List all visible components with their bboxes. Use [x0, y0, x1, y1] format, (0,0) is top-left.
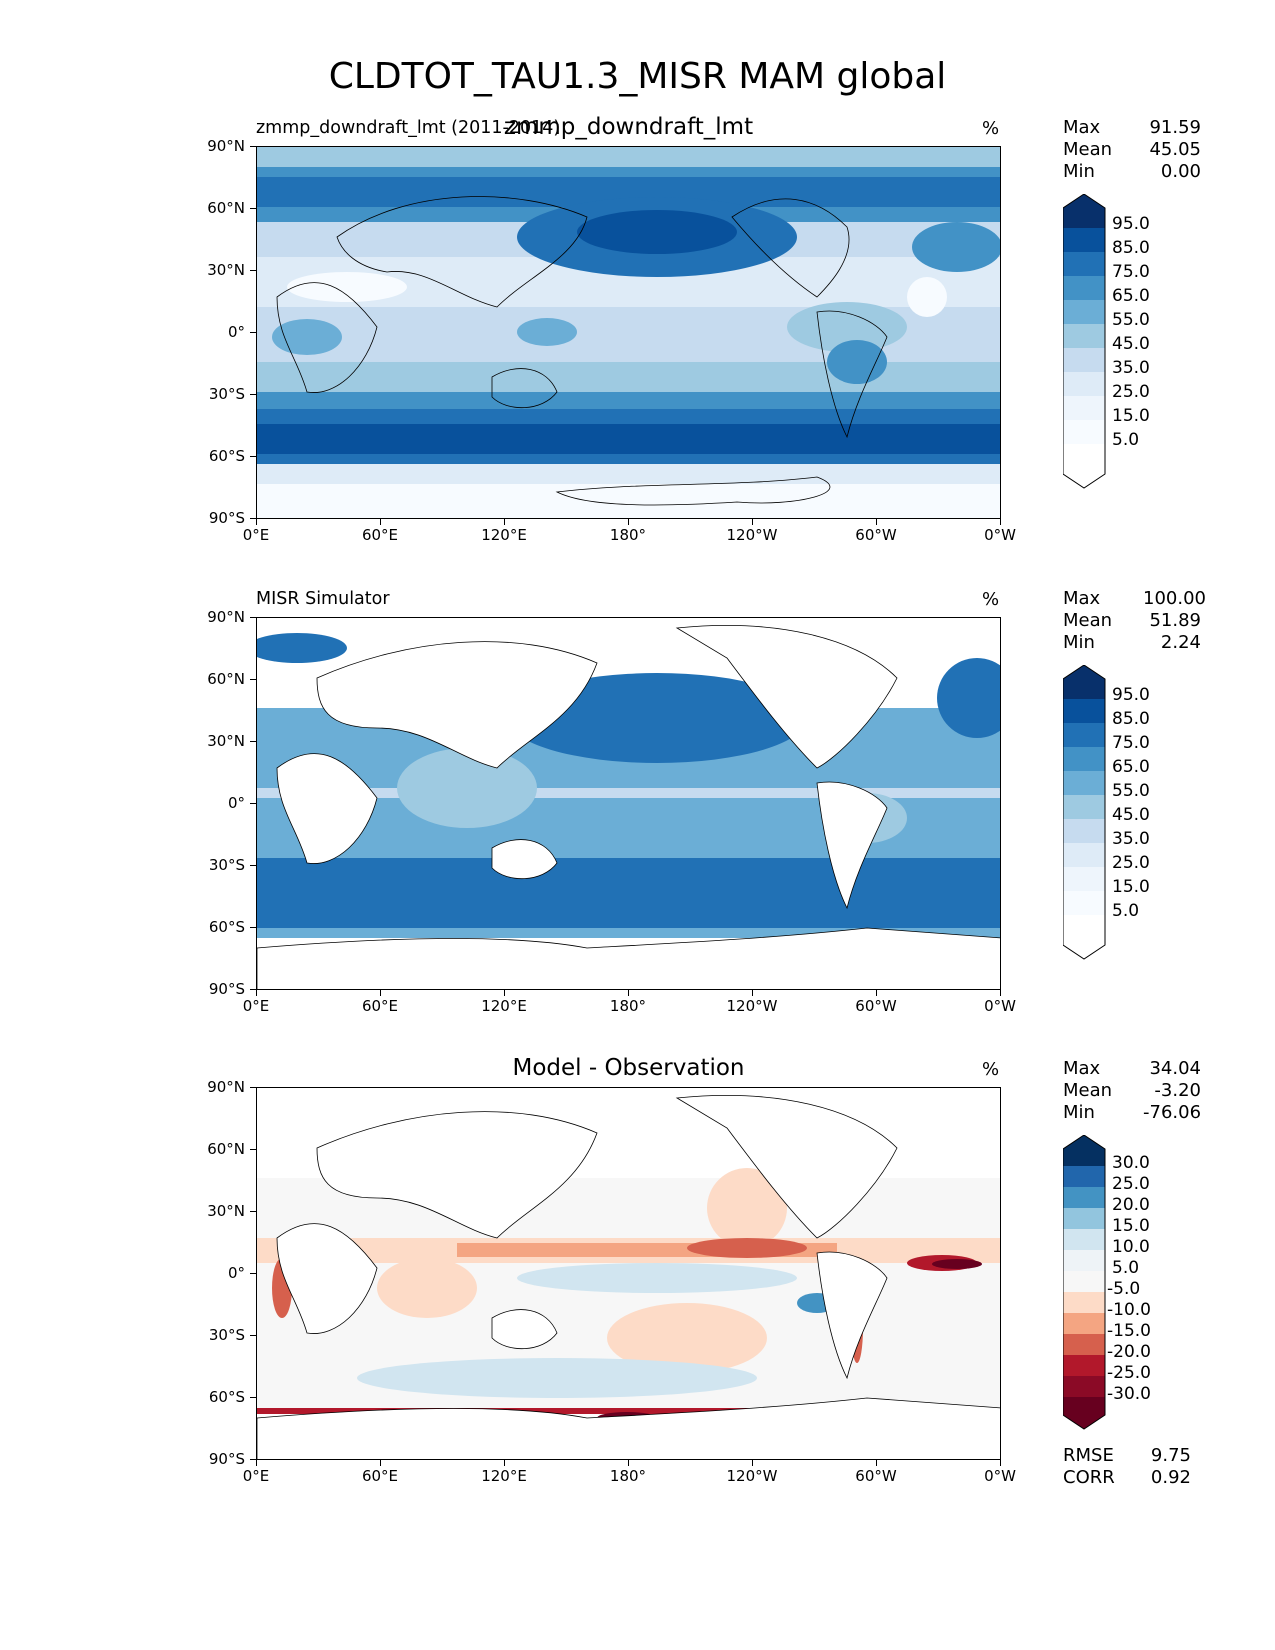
lat-label: 0°	[227, 323, 245, 341]
lat-label: 0°	[227, 794, 245, 812]
colorbar-label: -15.0	[1107, 1321, 1151, 1341]
colorbar-label: 15.0	[1112, 877, 1150, 897]
map-obs	[256, 617, 1001, 990]
lon-label: 60°E	[361, 997, 399, 1015]
colorbar-label: 55.0	[1112, 781, 1150, 801]
lon-label: 180°	[609, 526, 647, 544]
lat-label: 30°N	[207, 732, 245, 750]
lat-label: 90°N	[207, 137, 245, 155]
lat-label: 60°N	[207, 1140, 245, 1158]
lon-label: 0°W	[984, 997, 1016, 1015]
colorbar-label: 45.0	[1112, 334, 1150, 354]
panel-model: zmmp_downdraft_lmt (2011-2014) zmmp_down…	[0, 114, 1275, 606]
obs-field	[257, 618, 1000, 989]
lat-label: 30°N	[207, 261, 245, 279]
lat-label: 90°S	[208, 980, 245, 998]
lat-label: 30°N	[207, 1202, 245, 1220]
panel-obs: MISR Simulator % 90°N 60°N 30°N 0° 30	[0, 588, 1275, 1077]
panel-diff: Model - Observation %	[0, 1055, 1275, 1547]
lat-label: 90°N	[207, 1078, 245, 1096]
colorbar-label: -5.0	[1107, 1279, 1141, 1299]
colorbar-label: 45.0	[1112, 805, 1150, 825]
units-label: %	[982, 589, 1000, 610]
colorbar-label: 30.0	[1112, 1153, 1150, 1173]
colorbar-label: -25.0	[1107, 1363, 1151, 1383]
lat-label: 90°S	[208, 1450, 245, 1468]
lon-label: 180°	[609, 1467, 647, 1485]
colorbar-label: -10.0	[1107, 1300, 1151, 1320]
colorbar-label: 10.0	[1112, 1237, 1150, 1257]
panel-center-title: zmmp_downdraft_lmt	[503, 114, 754, 140]
lat-label: 30°S	[208, 1326, 245, 1344]
lon-label: 0°E	[242, 1467, 270, 1485]
lon-label: 0°E	[242, 997, 270, 1015]
lat-label: 90°S	[208, 509, 245, 527]
lon-label: 120°E	[481, 997, 527, 1015]
colorbar-label: 95.0	[1112, 214, 1150, 234]
lat-label: 30°S	[208, 385, 245, 403]
lon-label: 60°E	[361, 1467, 399, 1485]
lat-label: 60°S	[208, 1388, 245, 1406]
colorbar-label: 35.0	[1112, 829, 1150, 849]
lon-label: 120°W	[726, 1467, 778, 1485]
lon-label: 0°E	[242, 526, 270, 544]
lat-label: 60°S	[208, 918, 245, 936]
colorbar	[1063, 194, 1106, 489]
lon-label: 0°W	[984, 1467, 1016, 1485]
panel-left-title: zmmp_downdraft_lmt (2011-2014)	[256, 118, 561, 138]
colorbar-label: 75.0	[1112, 733, 1150, 753]
lon-label: 0°W	[984, 526, 1016, 544]
colorbar-label: 75.0	[1112, 262, 1150, 282]
lat-label: 90°N	[207, 608, 245, 626]
stats-block: Max 100.00 Mean 51.89 Min 2.24	[1063, 588, 1206, 653]
map-model	[256, 146, 1001, 519]
lon-label: 120°W	[726, 997, 778, 1015]
colorbar-label: 65.0	[1112, 757, 1150, 777]
colorbar-label: -30.0	[1107, 1384, 1151, 1404]
map-diff	[256, 1087, 1001, 1460]
model-field	[257, 147, 1000, 518]
lat-label: 60°N	[207, 199, 245, 217]
colorbar-label: 25.0	[1112, 853, 1150, 873]
colorbar-label: 95.0	[1112, 685, 1150, 705]
colorbar-label: 5.0	[1112, 430, 1140, 450]
colorbar-label: 20.0	[1112, 1195, 1150, 1215]
stats-block: Max 91.59 Mean 45.05 Min 0.00	[1063, 117, 1201, 182]
colorbar-label: 55.0	[1112, 310, 1150, 330]
lon-label: 60°W	[855, 997, 897, 1015]
units-label: %	[982, 118, 1000, 139]
metrics-block: RMSE 9.75 CORR 0.92	[1063, 1445, 1191, 1488]
lon-label: 180°	[609, 997, 647, 1015]
colorbar-label: 85.0	[1112, 238, 1150, 258]
colorbar-label: 15.0	[1112, 406, 1150, 426]
lat-label: 60°N	[207, 670, 245, 688]
lon-label: 60°E	[361, 526, 399, 544]
colorbar-label: 5.0	[1112, 901, 1140, 921]
colorbar-label: -20.0	[1107, 1342, 1151, 1362]
colorbar	[1063, 1135, 1106, 1430]
colorbar-label: 65.0	[1112, 286, 1150, 306]
lon-label: 120°W	[726, 526, 778, 544]
colorbar-label: 5.0	[1112, 1258, 1140, 1278]
colorbar	[1063, 665, 1106, 960]
colorbar-label: 85.0	[1112, 709, 1150, 729]
lon-label: 120°E	[481, 1467, 527, 1485]
colorbar-label: 25.0	[1112, 382, 1150, 402]
colorbar-label: 15.0	[1112, 1216, 1150, 1236]
lat-label: 30°S	[208, 856, 245, 874]
lon-label: 120°E	[481, 526, 527, 544]
stats-block: Max 34.04 Mean -3.20 Min -76.06	[1063, 1058, 1202, 1123]
figure-title: CLDTOT_TAU1.3_MISR MAM global	[328, 56, 947, 97]
colorbar-label: 25.0	[1112, 1174, 1150, 1194]
lat-label: 0°	[227, 1264, 245, 1282]
panel-center-title: Model - Observation	[512, 1055, 745, 1081]
lon-label: 60°W	[855, 526, 897, 544]
units-label: %	[982, 1059, 1000, 1080]
diff-field	[257, 1088, 1000, 1459]
colorbar-label: 35.0	[1112, 358, 1150, 378]
panel-left-title: MISR Simulator	[256, 589, 390, 609]
lon-label: 60°W	[855, 1467, 897, 1485]
lat-label: 60°S	[208, 447, 245, 465]
